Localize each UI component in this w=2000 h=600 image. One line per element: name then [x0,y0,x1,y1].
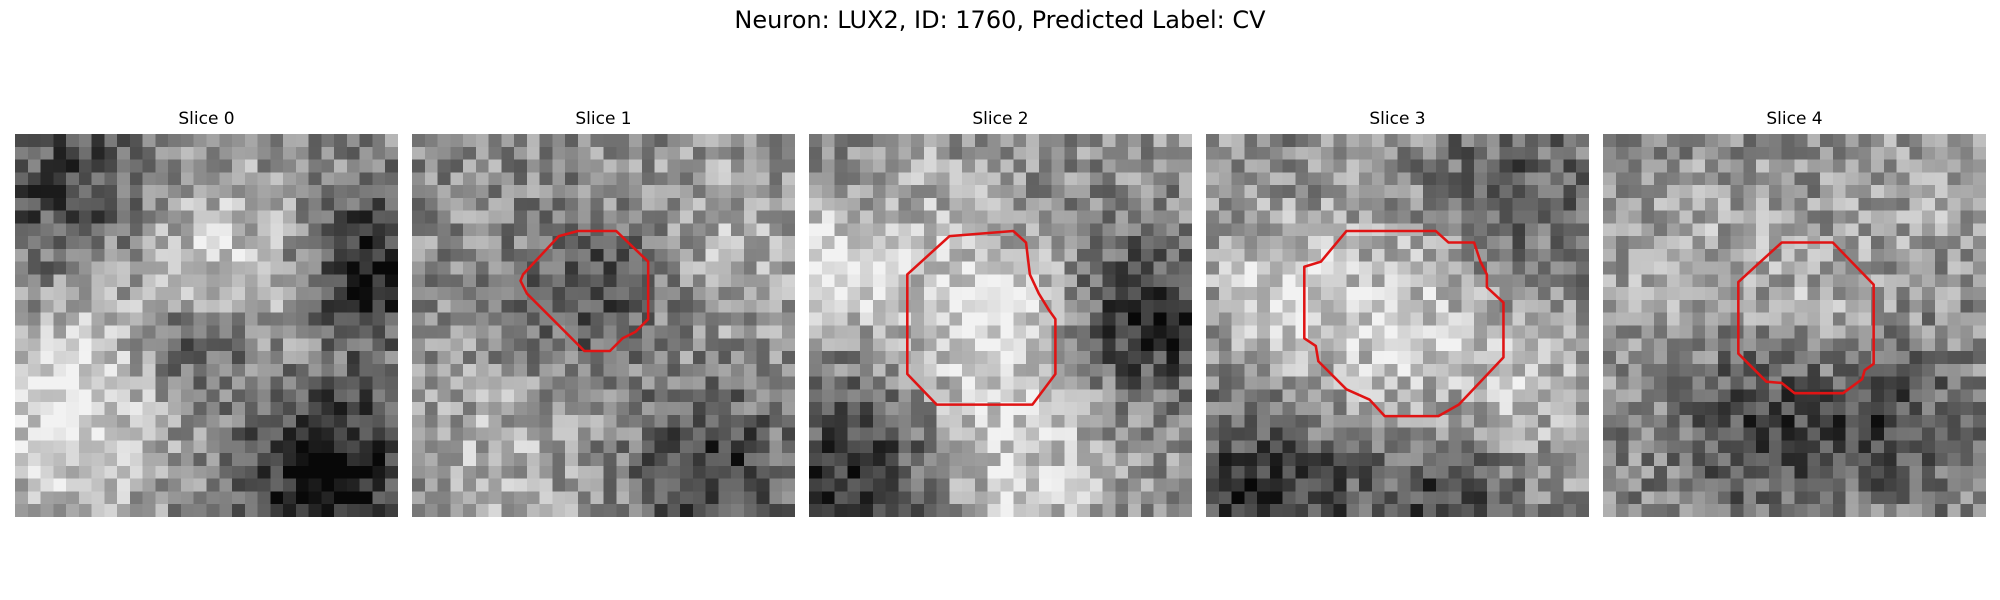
slice-panel-3: Slice 3 [1206,108,1589,517]
slice-title: Slice 3 [1206,108,1589,134]
slice-image [1603,134,1986,517]
slice-image [809,134,1192,517]
slice-title: Slice 0 [15,108,398,134]
slice-panel-1: Slice 1 [412,108,795,517]
slice-image [1206,134,1589,517]
slice-title: Slice 2 [809,108,1192,134]
slice-panel-2: Slice 2 [809,108,1192,517]
slice-image [412,134,795,517]
slice-title: Slice 1 [412,108,795,134]
slice-panel-0: Slice 0 [15,108,398,517]
slice-image [15,134,398,517]
slice-panel-4: Slice 4 [1603,108,1986,517]
figure-title: Neuron: LUX2, ID: 1760, Predicted Label:… [0,6,2000,34]
slice-title: Slice 4 [1603,108,1986,134]
